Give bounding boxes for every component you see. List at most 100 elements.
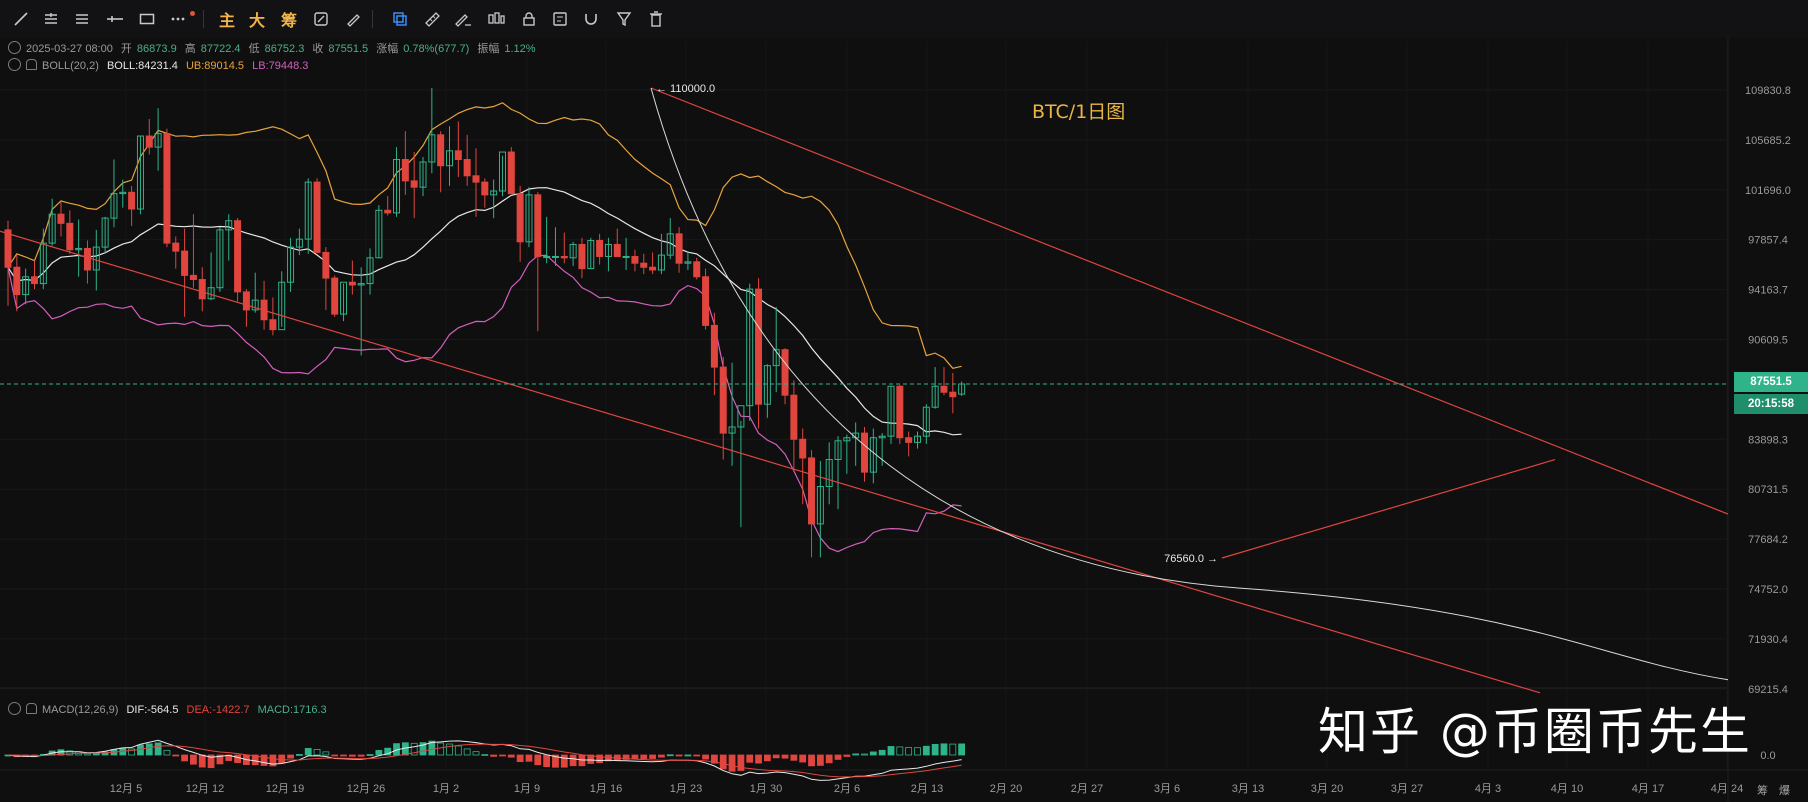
candle	[657, 233, 665, 275]
horizontal-line-icon[interactable]	[102, 6, 128, 32]
chart-background	[0, 38, 1808, 802]
liquidation-corner-label[interactable]: 爆	[1779, 785, 1790, 797]
filter-icon[interactable]	[611, 6, 637, 32]
high-label: 高	[184, 43, 196, 55]
candle	[189, 214, 197, 288]
macd-bar	[772, 754, 780, 759]
more-tools-icon[interactable]	[165, 6, 191, 32]
candle	[631, 249, 639, 272]
macd-bar	[887, 746, 895, 756]
candle-body	[234, 220, 242, 293]
chips-button[interactable]: 筹	[280, 11, 297, 30]
candle-body	[75, 247, 83, 251]
macd-name: MACD(12,26,9)	[42, 704, 119, 716]
candle-body	[128, 191, 136, 210]
candle	[119, 179, 127, 208]
candle-body	[481, 181, 489, 196]
candle	[304, 178, 312, 254]
macd-bar	[781, 754, 789, 759]
candle-body	[92, 246, 100, 271]
candle	[596, 233, 604, 265]
macd-bar	[428, 740, 436, 756]
candle	[940, 367, 948, 396]
brush-icon[interactable]	[450, 6, 476, 32]
candle-body	[269, 319, 277, 331]
open-value: 86873.9	[136, 43, 177, 55]
candle-body	[198, 278, 206, 300]
candle-body	[569, 243, 577, 259]
price-chart[interactable]: 109830.8 105685.2 101696.0 97857.4 94163.7 90…	[0, 38, 1808, 802]
macd-bar	[66, 750, 74, 756]
candle-body	[622, 255, 630, 258]
eye-icon[interactable]	[8, 41, 21, 54]
macd-bar	[446, 743, 453, 756]
candle	[287, 237, 295, 292]
macd-bar	[596, 754, 604, 764]
trend-line-icon[interactable]	[8, 6, 34, 32]
magnet-icon[interactable]	[578, 6, 604, 32]
candle-body	[666, 233, 674, 256]
candle	[728, 362, 736, 466]
x-tick-label: 4月 17	[1632, 783, 1664, 795]
candle	[949, 372, 957, 414]
candle-body	[119, 191, 127, 195]
close-value: 87551.5	[328, 43, 369, 55]
macd-bar	[693, 754, 701, 757]
macd-bar	[198, 754, 206, 768]
candle-body	[216, 229, 224, 289]
candle	[675, 227, 683, 273]
eye-icon[interactable]	[8, 702, 21, 715]
macd-bar	[896, 746, 904, 756]
y-tick-label: 101696.0	[1745, 185, 1791, 197]
candle-body	[861, 432, 869, 473]
candle-body	[30, 276, 38, 285]
candle	[410, 152, 418, 219]
ruler-icon[interactable]	[419, 6, 445, 32]
macd-bar	[384, 747, 392, 756]
chips-corner-label[interactable]: 筹	[1757, 785, 1768, 797]
macd-bar	[172, 754, 180, 757]
macd-bar	[357, 754, 365, 757]
candle	[905, 431, 913, 457]
candle-body	[922, 406, 930, 437]
x-tick-label: 1月 9	[514, 783, 540, 795]
candle-body	[816, 485, 824, 525]
candle	[172, 236, 180, 269]
y-tick-label: 77684.2	[1748, 534, 1788, 546]
candles-icon[interactable]	[483, 6, 509, 32]
y-tick-label: 83898.3	[1748, 434, 1788, 446]
boll-ub: UB:89014.5	[185, 60, 245, 72]
copy-layer-icon[interactable]	[387, 6, 413, 32]
macd-bar	[331, 754, 339, 757]
x-tick-label: 12月 19	[266, 783, 305, 795]
note-icon[interactable]	[547, 6, 573, 32]
candle	[419, 157, 427, 197]
macd-bar	[931, 743, 939, 756]
bell-icon[interactable]	[26, 59, 37, 70]
macd-bar	[216, 754, 224, 765]
macd-bar	[481, 754, 489, 756]
enlarge-button[interactable]: 大	[248, 11, 265, 30]
horizontal-ray-icon[interactable]	[38, 6, 64, 32]
trash-icon[interactable]	[643, 6, 669, 32]
edit-icon[interactable]	[308, 6, 334, 32]
main-indicator-button[interactable]: 主	[218, 11, 235, 30]
eye-icon[interactable]	[8, 58, 21, 71]
parallel-lines-icon[interactable]	[69, 6, 95, 32]
lock-icon[interactable]	[516, 6, 542, 32]
candle	[604, 237, 612, 272]
candle-body	[772, 349, 780, 367]
bell-icon[interactable]	[26, 703, 37, 714]
candle	[401, 131, 409, 195]
candle-body	[401, 158, 409, 182]
candle-body	[931, 385, 939, 408]
candle	[781, 348, 789, 405]
macd-info-row: MACD(12,26,9) DIF:-564.5 DEA:-1422.7 MAC…	[8, 702, 332, 716]
candle-body	[825, 459, 833, 487]
pen-icon[interactable]	[340, 6, 366, 32]
candle	[437, 131, 445, 193]
candle-body	[136, 135, 144, 210]
y-tick-label: 71930.4	[1748, 634, 1788, 646]
rectangle-icon[interactable]	[134, 6, 160, 32]
candle	[251, 272, 259, 313]
